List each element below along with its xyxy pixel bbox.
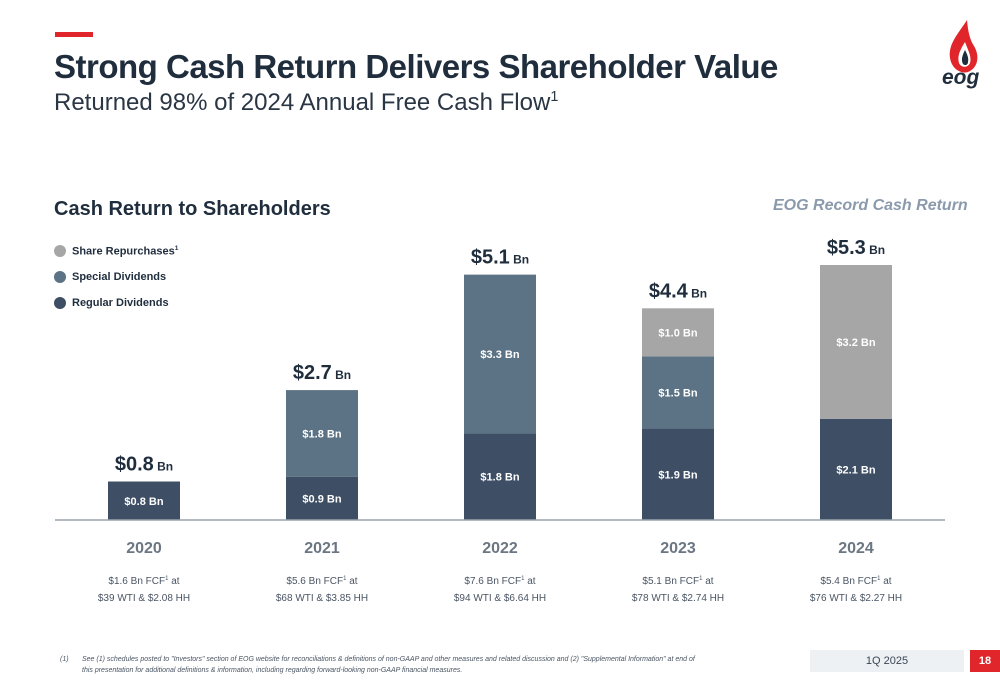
x-axis-tick-label: 2020 — [126, 540, 162, 557]
bar-total-label: $0.8 Bn — [115, 454, 173, 476]
bar-total-label: $5.1 Bn — [471, 247, 529, 269]
fcf-note-line2: $68 WTI & $3.85 HH — [276, 593, 368, 604]
page-title: Strong Cash Return Delivers Shareholder … — [54, 48, 778, 85]
bar-total-label: $5.3 Bn — [827, 237, 885, 259]
x-axis-tick-label: 2024 — [838, 540, 874, 557]
legend-item-special-dividends: Special Dividends — [54, 264, 178, 290]
bar-segment — [820, 265, 892, 419]
section-title: Cash Return to Shareholders — [54, 198, 331, 220]
subtitle-footnote-ref: 1 — [550, 89, 559, 105]
bar-segment — [464, 433, 536, 520]
bar-value-label: $1.8 Bn — [302, 428, 341, 440]
x-axis-tick-label: 2021 — [304, 540, 340, 557]
legend-label: Special Dividends — [72, 271, 167, 283]
legend-item-share-repurchases: Share Repurchases1 — [54, 238, 178, 264]
bar-value-label: $3.2 Bn — [836, 337, 875, 349]
bar-segment — [642, 428, 714, 520]
legend-label: Regular Dividends — [72, 297, 169, 309]
fcf-note-line2: $76 WTI & $2.27 HH — [810, 593, 902, 604]
fcf-note-line1: $5.4 Bn FCF1 at — [820, 576, 891, 587]
fcf-note-line1: $1.6 Bn FCF1 at — [108, 576, 179, 587]
bar-value-label: $1.8 Bn — [480, 472, 519, 484]
bar-value-label: $0.8 Bn — [124, 496, 163, 508]
bar-segment — [464, 274, 536, 434]
bar-segment — [642, 356, 714, 429]
bar-total-label: $2.7 Bn — [293, 362, 351, 384]
footnote-label: (1) — [60, 656, 69, 663]
chart-legend: Share Repurchases1 Special Dividends Reg… — [54, 238, 178, 316]
footnote-text: See (1) schedules posted to "Investors" … — [82, 656, 695, 674]
fcf-note-line1: $7.6 Bn FCF1 at — [464, 576, 535, 587]
page-date: 1Q 2025 — [810, 650, 964, 672]
bar-value-label: $1.9 Bn — [658, 469, 697, 481]
legend-item-regular-dividends: Regular Dividends — [54, 290, 178, 316]
bar-value-label: $3.3 Bn — [480, 349, 519, 361]
record-cash-return-note: EOG Record Cash Return — [773, 197, 968, 214]
fcf-note-line1: $5.1 Bn FCF1 at — [642, 576, 713, 587]
page-subtitle: Returned 98% of 2024 Annual Free Cash Fl… — [54, 89, 558, 117]
fcf-note-line2: $39 WTI & $2.08 HH — [98, 593, 190, 604]
bar-value-label: $1.0 Bn — [658, 327, 697, 339]
legend-swatch — [54, 297, 66, 309]
page-number: 18 — [970, 650, 1000, 672]
legend-swatch — [54, 271, 66, 283]
eog-logo-text: eog — [942, 66, 980, 89]
bar-segment — [108, 481, 180, 520]
fcf-note-line2: $78 WTI & $2.74 HH — [632, 593, 724, 604]
legend-swatch — [54, 245, 66, 257]
fcf-note-line1: $5.6 Bn FCF1 at — [286, 576, 357, 587]
eog-flame-logo-icon — [949, 20, 978, 73]
bar-segment — [286, 476, 358, 520]
x-axis-tick-label: 2023 — [660, 540, 696, 557]
x-axis-tick-label: 2022 — [482, 540, 518, 557]
legend-label: Share Repurchases1 — [72, 244, 179, 258]
title-accent-bar — [55, 32, 93, 37]
bar-segment — [286, 390, 358, 477]
bar-value-label: $1.5 Bn — [658, 388, 697, 400]
fcf-note-line2: $94 WTI & $6.64 HH — [454, 593, 546, 604]
bar-value-label: $0.9 Bn — [302, 493, 341, 505]
bar-value-label: $2.1 Bn — [836, 464, 875, 476]
bar-segment — [642, 308, 714, 357]
subtitle-text: Returned 98% of 2024 Annual Free Cash Fl… — [54, 89, 551, 116]
bar-segment — [820, 418, 892, 520]
footnote: (1) See (1) schedules posted to "Investo… — [60, 654, 700, 676]
bar-total-label: $4.4 Bn — [649, 280, 707, 302]
